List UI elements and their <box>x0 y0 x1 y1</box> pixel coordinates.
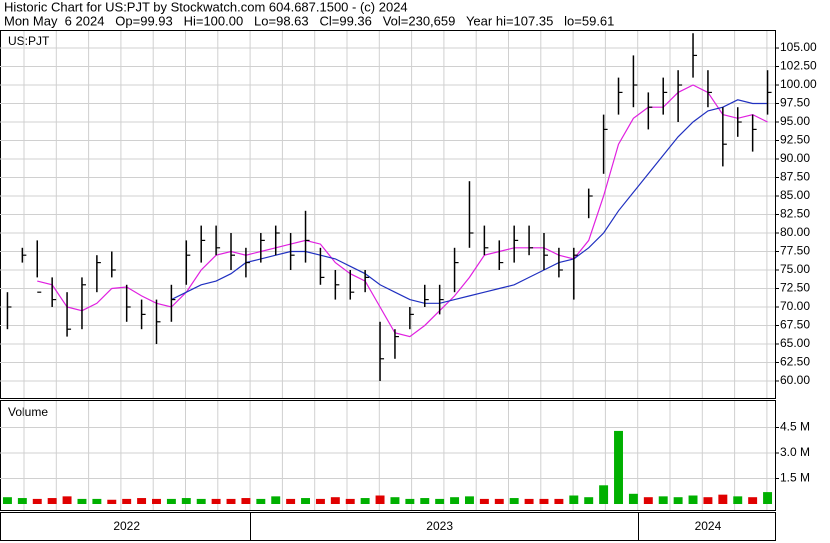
volume-bar <box>330 497 340 504</box>
volume-bar <box>360 498 370 504</box>
volume-bar <box>703 497 713 504</box>
volume-bar <box>226 498 236 504</box>
volume-bar <box>375 495 385 504</box>
volume-bar <box>286 498 296 504</box>
volume-bar <box>569 495 579 504</box>
y-tick-label: 90.00 <box>780 151 810 165</box>
y-tick-label: 87.50 <box>780 170 810 184</box>
volume-bar <box>211 498 221 504</box>
y-tick-label: 62.50 <box>780 355 810 369</box>
volume-bar <box>2 497 12 504</box>
moving-average <box>37 84 768 338</box>
volume-label: Volume <box>8 405 48 419</box>
volume-bar <box>494 498 504 504</box>
x-tick-label: 2023 <box>426 519 453 533</box>
volume-bar <box>47 498 57 504</box>
volume-bar <box>77 498 87 504</box>
volume-bar <box>32 498 42 504</box>
volume-bar <box>345 498 355 504</box>
symbol-label: US:PJT <box>8 34 50 48</box>
volume-bar <box>315 498 325 504</box>
volume-bar <box>390 497 400 504</box>
volume-bar <box>122 498 132 504</box>
y-tick-label: 92.50 <box>780 133 810 147</box>
y-tick-label: 67.50 <box>780 318 810 332</box>
volume-bar <box>137 498 147 504</box>
volume-bar <box>465 496 474 504</box>
volume-bar <box>688 495 698 504</box>
y-tick-label: 95.00 <box>780 114 810 128</box>
y-tick-label: 1.5 M <box>780 471 810 485</box>
y-tick-label: 105.00 <box>780 40 817 54</box>
y-tick-label: 97.50 <box>780 96 810 110</box>
x-tick-label: 2022 <box>113 519 140 533</box>
volume-bar <box>256 498 266 504</box>
volume-bar <box>628 493 638 504</box>
volume-bar <box>509 498 519 504</box>
volume-bar <box>479 498 489 504</box>
volume-bar <box>301 498 310 504</box>
y-tick-label: 82.50 <box>780 207 810 221</box>
chart-title: Historic Chart for US:PJT by Stockwatch.… <box>4 0 408 14</box>
y-tick-label: 80.00 <box>780 225 810 239</box>
volume-bar <box>196 498 206 504</box>
y-tick-label: 100.00 <box>780 77 817 91</box>
y-tick-label: 102.50 <box>780 59 817 73</box>
volume-bar <box>673 497 683 504</box>
volume-bar <box>405 498 415 504</box>
volume-bar <box>748 497 758 504</box>
volume-bar <box>450 497 460 504</box>
y-tick-label: 70.00 <box>780 299 810 313</box>
y-tick-label: 77.50 <box>780 244 810 258</box>
volume-bar <box>152 498 161 504</box>
volume-bar <box>614 430 623 504</box>
volume-bar <box>420 498 430 504</box>
chart-subtitle: Mon May 6 2024 Op=99.93 Hi=100.00 Lo=98.… <box>4 13 614 28</box>
y-tick-label: 72.50 <box>780 281 810 295</box>
volume-bar <box>718 494 728 504</box>
volume-bar <box>17 498 27 504</box>
volume-bar <box>62 496 72 504</box>
volume-bar <box>166 498 176 504</box>
volume-bar <box>584 497 594 504</box>
volume-bar <box>92 498 102 504</box>
volume-bar <box>241 498 251 504</box>
x-tick-label: 2024 <box>695 519 722 533</box>
moving-average <box>171 99 768 304</box>
y-tick-label: 85.00 <box>780 188 810 202</box>
volume-bar <box>435 498 445 504</box>
volume-bar <box>658 496 668 504</box>
volume-bar <box>107 499 117 504</box>
volume-bar <box>733 496 743 504</box>
y-tick-label: 65.00 <box>780 336 810 350</box>
y-tick-label: 60.00 <box>780 373 810 387</box>
date-panel <box>0 512 776 541</box>
volume-bar <box>554 498 564 504</box>
volume-bar <box>643 497 653 504</box>
volume-bar <box>539 498 549 504</box>
volume-bar <box>271 496 281 504</box>
y-tick-label: 4.5 M <box>780 420 810 434</box>
volume-bar <box>524 498 534 504</box>
y-tick-label: 3.0 M <box>780 445 810 459</box>
volume-bar <box>763 492 773 504</box>
volume-bar <box>181 498 191 504</box>
volume-panel <box>0 400 776 511</box>
y-tick-label: 75.00 <box>780 262 810 276</box>
volume-bar <box>599 485 609 504</box>
